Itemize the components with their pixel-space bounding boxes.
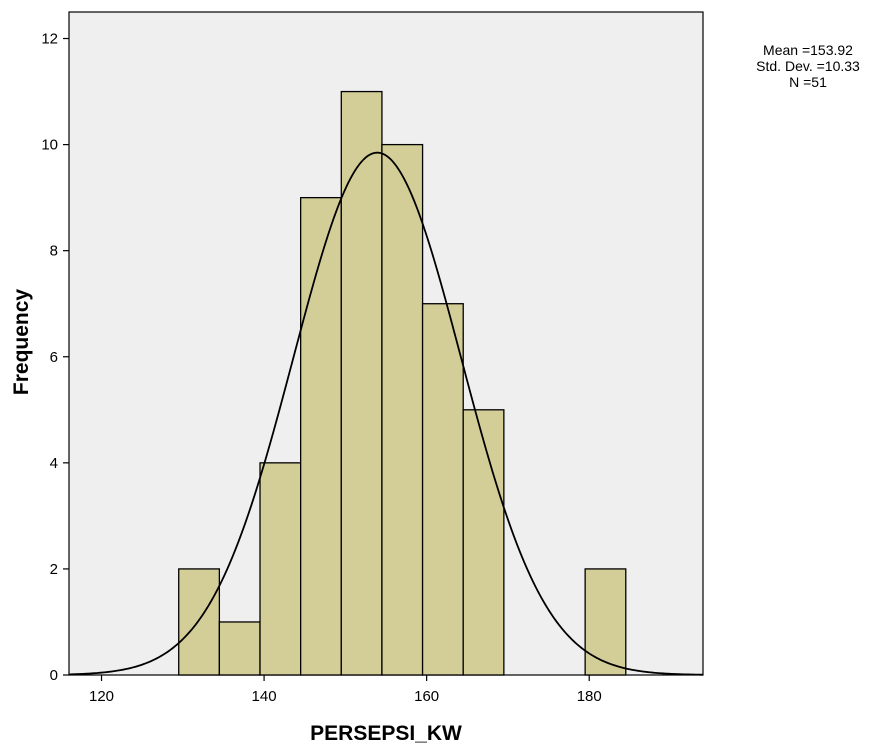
y-axis-title: Frequency — [10, 289, 33, 396]
x-tick-label: 160 — [414, 688, 439, 705]
y-tick-label: 12 — [41, 31, 58, 48]
histogram-bar — [300, 196, 342, 676]
std-dev-label: Std. Dev. =10.33 — [756, 58, 860, 74]
x-axis: 120 140 160 180 — [89, 675, 602, 705]
histogram-bar — [178, 568, 221, 676]
x-tick-label: 140 — [252, 688, 277, 705]
x-tick-label: 180 — [577, 688, 602, 705]
histogram-bar — [259, 462, 302, 676]
mean-label: Mean =153.92 — [763, 42, 853, 58]
y-tick-label: 8 — [50, 243, 58, 260]
y-tick-label: 6 — [50, 349, 58, 366]
bars-group — [178, 90, 627, 676]
histogram-bar — [462, 409, 505, 676]
y-tick-label: 10 — [41, 137, 58, 154]
normal-curve — [68, 151, 704, 676]
y-tick-label: 0 — [50, 667, 58, 684]
histogram-bar — [421, 303, 464, 676]
x-tick-label: 120 — [89, 688, 114, 705]
histogram-bar — [381, 143, 424, 676]
y-tick-label: 4 — [50, 455, 58, 472]
histogram-bar — [584, 568, 627, 676]
histogram-bar — [340, 90, 383, 676]
statistics-legend: Mean =153.92 Std. Dev. =10.33 N =51 — [738, 42, 878, 90]
y-tick-label: 2 — [50, 561, 58, 578]
n-label: N =51 — [789, 74, 827, 90]
x-axis-title: PERSEPSI_KW — [310, 722, 462, 745]
histogram-bar — [218, 621, 261, 676]
y-axis: 0 2 4 6 8 10 12 — [41, 31, 69, 684]
